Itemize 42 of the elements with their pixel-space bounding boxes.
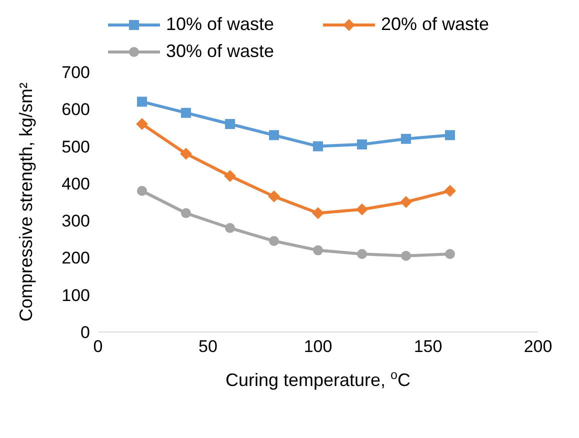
- legend-label: 30% of waste: [166, 41, 274, 62]
- point: [180, 148, 192, 160]
- y-tick-label: 700: [62, 63, 90, 82]
- point: [444, 184, 456, 197]
- point: [225, 119, 235, 129]
- point: [225, 223, 235, 233]
- point: [312, 207, 324, 220]
- point: [401, 250, 411, 261]
- y-tick-label: 100: [62, 286, 90, 305]
- point: [181, 208, 191, 218]
- x-tick-label: 50: [198, 337, 218, 356]
- point: [137, 96, 147, 107]
- point: [401, 134, 411, 144]
- point: [136, 118, 148, 130]
- point: [181, 108, 191, 118]
- point: [445, 130, 455, 140]
- point: [313, 245, 323, 256]
- point: [137, 186, 147, 196]
- x-tick-label: 100: [304, 337, 332, 356]
- point: [357, 139, 367, 150]
- point: [224, 170, 236, 182]
- y-axis-title: Compressive strength, kg/sm²: [16, 82, 36, 322]
- point: [269, 236, 279, 246]
- y-tick-label: 200: [62, 248, 90, 268]
- x-tick-label: 0: [93, 337, 103, 356]
- legend-label: 10% of waste: [166, 14, 274, 35]
- x-tick-label: 200: [524, 337, 552, 356]
- y-tick-label: 0: [80, 323, 90, 342]
- y-tick-label: 400: [62, 174, 90, 194]
- x-tick-label: 150: [414, 337, 442, 356]
- point: [445, 249, 455, 259]
- y-tick-label: 500: [62, 137, 90, 156]
- point: [400, 196, 412, 208]
- point: [313, 141, 323, 152]
- y-tick-label: 600: [62, 100, 90, 120]
- point: [356, 203, 368, 216]
- point: [269, 130, 279, 140]
- legend-label: 20% of waste: [381, 14, 490, 35]
- point: [357, 249, 367, 259]
- x-axis-title: Curing temperature, $^{o}$C: [225, 368, 411, 390]
- y-tick-label: 300: [62, 212, 90, 231]
- point: [268, 190, 280, 202]
